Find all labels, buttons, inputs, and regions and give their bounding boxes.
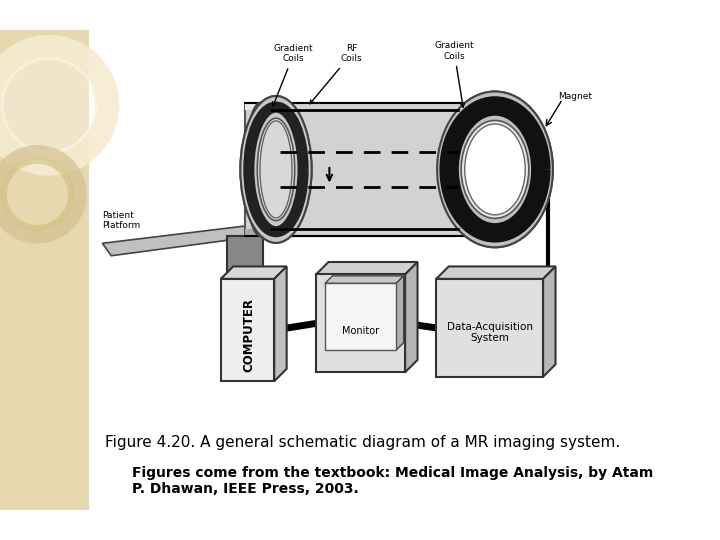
Bar: [0, 30, 89, 510]
Bar: [227, 236, 263, 279]
Text: RF
Coils: RF Coils: [310, 44, 362, 104]
Text: Gradient
Coils: Gradient Coils: [434, 42, 474, 107]
Polygon shape: [274, 266, 287, 381]
Text: Monitor: Monitor: [342, 326, 379, 335]
Bar: [280, 110, 494, 229]
Ellipse shape: [257, 118, 294, 221]
Bar: [436, 279, 543, 377]
Text: Figure 4.20. A general schematic diagram of a MR imaging system.: Figure 4.20. A general schematic diagram…: [105, 435, 621, 450]
Ellipse shape: [240, 96, 312, 243]
Text: Gradient
Coils: Gradient Coils: [273, 44, 314, 106]
Polygon shape: [405, 262, 418, 373]
Ellipse shape: [240, 96, 312, 243]
Bar: [221, 279, 274, 381]
Bar: [245, 103, 494, 110]
Bar: [245, 229, 494, 236]
Polygon shape: [396, 276, 404, 350]
Bar: [245, 103, 494, 236]
Polygon shape: [316, 262, 418, 274]
Text: COMPUTER: COMPUTER: [243, 298, 256, 372]
Polygon shape: [102, 226, 258, 256]
Ellipse shape: [252, 133, 270, 206]
Ellipse shape: [260, 121, 292, 218]
Polygon shape: [436, 266, 556, 279]
Ellipse shape: [257, 118, 294, 221]
Ellipse shape: [464, 124, 526, 215]
Text: Patient
Platform: Patient Platform: [102, 211, 140, 230]
Polygon shape: [325, 276, 404, 284]
Ellipse shape: [1, 57, 97, 153]
Ellipse shape: [437, 91, 553, 247]
Bar: [325, 284, 396, 350]
Ellipse shape: [245, 103, 277, 236]
Polygon shape: [221, 266, 287, 279]
Text: Data-Acquisition
System: Data-Acquisition System: [446, 321, 533, 343]
Bar: [276, 103, 494, 236]
Ellipse shape: [461, 120, 528, 218]
Text: Figures come from the textbook: Medical Image Analysis, by Atam
P. Dhawan, IEEE : Figures come from the textbook: Medical …: [132, 466, 653, 496]
Ellipse shape: [461, 120, 528, 218]
Bar: [316, 274, 405, 373]
Text: Magnet: Magnet: [558, 92, 592, 101]
Ellipse shape: [464, 124, 526, 215]
Ellipse shape: [437, 91, 553, 247]
Polygon shape: [543, 266, 556, 377]
